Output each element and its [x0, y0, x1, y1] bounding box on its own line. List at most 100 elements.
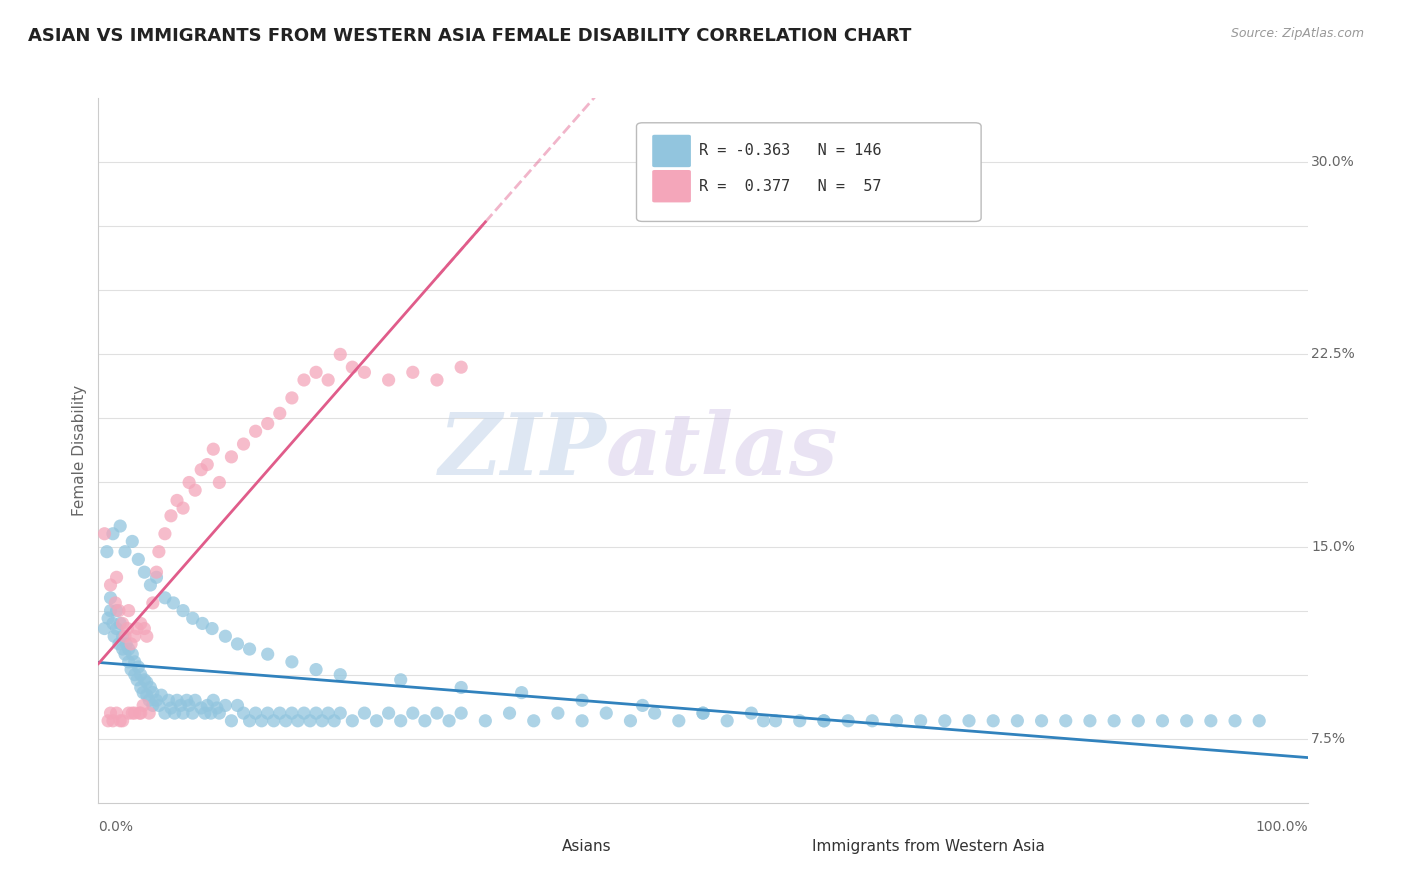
Point [200, 706, 222, 720]
Point [128, 706, 150, 720]
Point [108, 616, 131, 631]
Point [172, 501, 194, 516]
Point [129, 706, 152, 720]
Point [208, 706, 231, 720]
Point [124, 706, 146, 720]
FancyBboxPatch shape [637, 123, 981, 221]
Point [139, 681, 162, 695]
Text: Asians: Asians [561, 839, 612, 854]
Point [1199, 714, 1222, 728]
Point [142, 596, 165, 610]
Point [181, 611, 204, 625]
Point [547, 706, 569, 720]
Text: 100.0%: 100.0% [1256, 821, 1308, 834]
Point [292, 373, 315, 387]
Point [250, 714, 273, 728]
Point [160, 701, 183, 715]
Point [910, 714, 932, 728]
Point [957, 714, 980, 728]
Point [148, 698, 170, 713]
Point [214, 698, 236, 713]
Point [740, 706, 762, 720]
Point [96, 544, 118, 558]
Point [120, 663, 142, 677]
Point [93, 622, 115, 636]
Point [860, 714, 883, 728]
Point [886, 714, 908, 728]
Point [716, 714, 738, 728]
Point [1223, 714, 1246, 728]
Point [232, 706, 254, 720]
Point [108, 714, 131, 728]
Point [789, 714, 811, 728]
Point [135, 629, 157, 643]
Point [132, 685, 155, 699]
Point [166, 493, 188, 508]
Point [205, 701, 228, 715]
Text: 30.0%: 30.0% [1312, 155, 1355, 169]
Point [153, 706, 176, 720]
Point [752, 714, 775, 728]
Point [142, 698, 165, 713]
Point [120, 637, 142, 651]
Point [100, 604, 122, 618]
Point [111, 714, 134, 728]
Point [153, 591, 176, 605]
Point [450, 360, 472, 375]
Point [101, 616, 124, 631]
Point [111, 642, 134, 657]
Point [281, 706, 304, 720]
Point [413, 714, 436, 728]
Text: 7.5%: 7.5% [1312, 731, 1346, 746]
Point [571, 693, 593, 707]
Point [145, 565, 167, 579]
Point [226, 698, 249, 713]
Point [239, 642, 262, 657]
Text: ASIAN VS IMMIGRANTS FROM WESTERN ASIA FEMALE DISABILITY CORRELATION CHART: ASIAN VS IMMIGRANTS FROM WESTERN ASIA FE… [28, 27, 911, 45]
FancyBboxPatch shape [652, 170, 690, 202]
Point [353, 706, 375, 720]
Point [402, 365, 425, 379]
Point [437, 714, 460, 728]
Point [1175, 714, 1198, 728]
Point [166, 693, 188, 707]
Text: R =  0.377   N =  57: R = 0.377 N = 57 [699, 178, 882, 194]
Point [523, 714, 546, 728]
Point [595, 706, 617, 720]
Point [134, 565, 156, 579]
Point [111, 616, 134, 631]
Point [194, 706, 217, 720]
Point [644, 706, 666, 720]
Point [145, 693, 167, 707]
Point [305, 663, 328, 677]
Y-axis label: Female Disability: Female Disability [72, 384, 87, 516]
Point [274, 714, 297, 728]
Point [172, 604, 194, 618]
Point [316, 373, 339, 387]
Point [100, 591, 122, 605]
Point [571, 714, 593, 728]
Point [190, 463, 212, 477]
Point [287, 714, 309, 728]
Point [97, 714, 120, 728]
Point [129, 616, 152, 631]
Point [105, 706, 128, 720]
Point [305, 706, 328, 720]
Point [426, 706, 449, 720]
Point [311, 714, 333, 728]
Point [127, 622, 149, 636]
Point [934, 714, 956, 728]
Point [134, 622, 156, 636]
Point [121, 706, 143, 720]
Point [1007, 714, 1029, 728]
Point [498, 706, 520, 720]
Text: Source: ZipAtlas.com: Source: ZipAtlas.com [1230, 27, 1364, 40]
Text: 15.0%: 15.0% [1312, 540, 1355, 554]
Point [172, 706, 194, 720]
Point [184, 483, 207, 498]
Point [104, 596, 127, 610]
Point [160, 508, 183, 523]
Point [316, 706, 339, 720]
Point [169, 698, 191, 713]
Point [765, 714, 787, 728]
